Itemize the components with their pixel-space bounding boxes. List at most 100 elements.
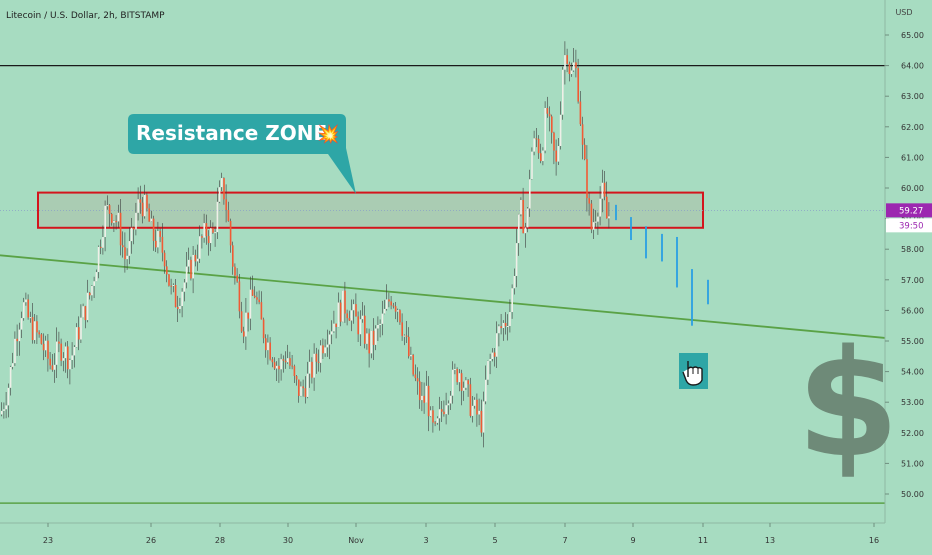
candle-body bbox=[284, 360, 287, 363]
y-tick-label: 57.00 bbox=[901, 276, 924, 285]
candle-body bbox=[441, 409, 443, 412]
candle-body bbox=[553, 132, 555, 151]
candle-body bbox=[152, 218, 155, 241]
candle-body bbox=[91, 285, 93, 296]
candle-body bbox=[575, 62, 577, 69]
candle-body bbox=[34, 321, 36, 341]
candle-body bbox=[243, 331, 245, 337]
candle-body bbox=[25, 299, 27, 303]
trendline[interactable] bbox=[0, 254, 886, 339]
candle-body bbox=[166, 266, 168, 275]
candle-body bbox=[155, 240, 157, 248]
candle-body bbox=[595, 221, 597, 223]
candle-body bbox=[537, 138, 540, 154]
candle-body bbox=[337, 302, 340, 327]
x-tick-label: 28 bbox=[215, 536, 225, 545]
callout-text: Resistance ZONE bbox=[136, 121, 327, 145]
candle-body bbox=[322, 345, 324, 354]
candle-body bbox=[392, 305, 395, 307]
candle-body bbox=[300, 386, 302, 396]
candle-body bbox=[67, 346, 69, 370]
x-tick-label: 5 bbox=[492, 536, 497, 545]
candle-body bbox=[276, 365, 278, 369]
y-tick-label: 54.00 bbox=[901, 368, 924, 377]
y-tick-label: 51.00 bbox=[901, 459, 924, 468]
candle-body bbox=[489, 358, 491, 361]
candle-body bbox=[254, 295, 256, 298]
candle-body bbox=[194, 254, 197, 262]
resistance-callout: Resistance ZONE 💥 bbox=[128, 114, 356, 194]
candle-body bbox=[27, 299, 29, 318]
candle-body bbox=[20, 318, 23, 330]
candle-body bbox=[238, 281, 241, 312]
candle-body bbox=[75, 327, 78, 347]
candle-body bbox=[524, 227, 527, 234]
candle-body bbox=[399, 310, 401, 323]
candle-body bbox=[326, 344, 329, 348]
candle-body bbox=[196, 258, 199, 262]
candle-body bbox=[456, 369, 458, 383]
candle-body bbox=[592, 222, 595, 230]
candle-body bbox=[518, 214, 520, 244]
candle-body bbox=[542, 150, 544, 162]
candle-body bbox=[71, 355, 73, 361]
candle-body bbox=[56, 341, 58, 365]
candle-body bbox=[405, 335, 408, 337]
candle-body bbox=[144, 194, 146, 217]
candle-body bbox=[40, 334, 43, 344]
candle-body bbox=[38, 332, 40, 335]
candle-body bbox=[335, 323, 337, 327]
candle-body bbox=[212, 228, 214, 233]
y-tick-label: 58.00 bbox=[901, 245, 924, 254]
candle-body bbox=[476, 399, 478, 415]
y-tick-label: 61.00 bbox=[901, 153, 924, 162]
candle-body bbox=[108, 205, 111, 214]
candle-body bbox=[287, 358, 289, 363]
candle-body bbox=[234, 266, 236, 276]
candle-body bbox=[293, 366, 296, 377]
y-tick-label: 52.00 bbox=[901, 429, 924, 438]
candle-body bbox=[247, 312, 249, 319]
candle-body bbox=[139, 199, 142, 203]
candle-body bbox=[458, 373, 461, 383]
candle-body bbox=[313, 353, 315, 378]
candle-body bbox=[419, 381, 421, 401]
candle-body bbox=[359, 319, 362, 335]
candle-body bbox=[551, 116, 553, 133]
candle-body bbox=[353, 304, 355, 311]
candle-body bbox=[47, 340, 49, 359]
candle-body bbox=[430, 410, 432, 417]
candle-body bbox=[324, 347, 326, 354]
candle-body bbox=[60, 343, 62, 361]
candle-body bbox=[58, 341, 60, 344]
candle-body bbox=[12, 363, 14, 367]
time-axis[interactable]: 23 26 28 30 Nov 3 5 7 9 11 13 16 bbox=[43, 523, 879, 545]
candle-body bbox=[410, 354, 412, 357]
candle-body bbox=[205, 223, 208, 237]
candle-body bbox=[163, 252, 166, 267]
last-price-tag: 59.27 39:50 bbox=[886, 203, 932, 233]
candle-body bbox=[328, 334, 331, 345]
candle-body bbox=[509, 312, 511, 327]
candle-body bbox=[423, 395, 425, 403]
y-tick-label: 53.00 bbox=[901, 398, 924, 407]
candle-body bbox=[588, 198, 590, 204]
candle-body bbox=[273, 362, 276, 369]
candle-body bbox=[333, 323, 335, 332]
candle-body bbox=[559, 114, 562, 147]
candle-body bbox=[388, 299, 390, 302]
candle-body bbox=[546, 107, 549, 114]
candle-body bbox=[557, 146, 560, 162]
candle-body bbox=[122, 245, 124, 248]
candle-body bbox=[608, 216, 610, 219]
candle-body bbox=[496, 333, 498, 357]
candle-body bbox=[603, 182, 606, 197]
candle-body bbox=[390, 301, 392, 306]
candle-body bbox=[513, 275, 516, 289]
candle-body bbox=[183, 282, 186, 292]
x-tick-label: Nov bbox=[348, 536, 364, 545]
candle-body bbox=[298, 379, 300, 396]
candle-body bbox=[16, 338, 18, 342]
